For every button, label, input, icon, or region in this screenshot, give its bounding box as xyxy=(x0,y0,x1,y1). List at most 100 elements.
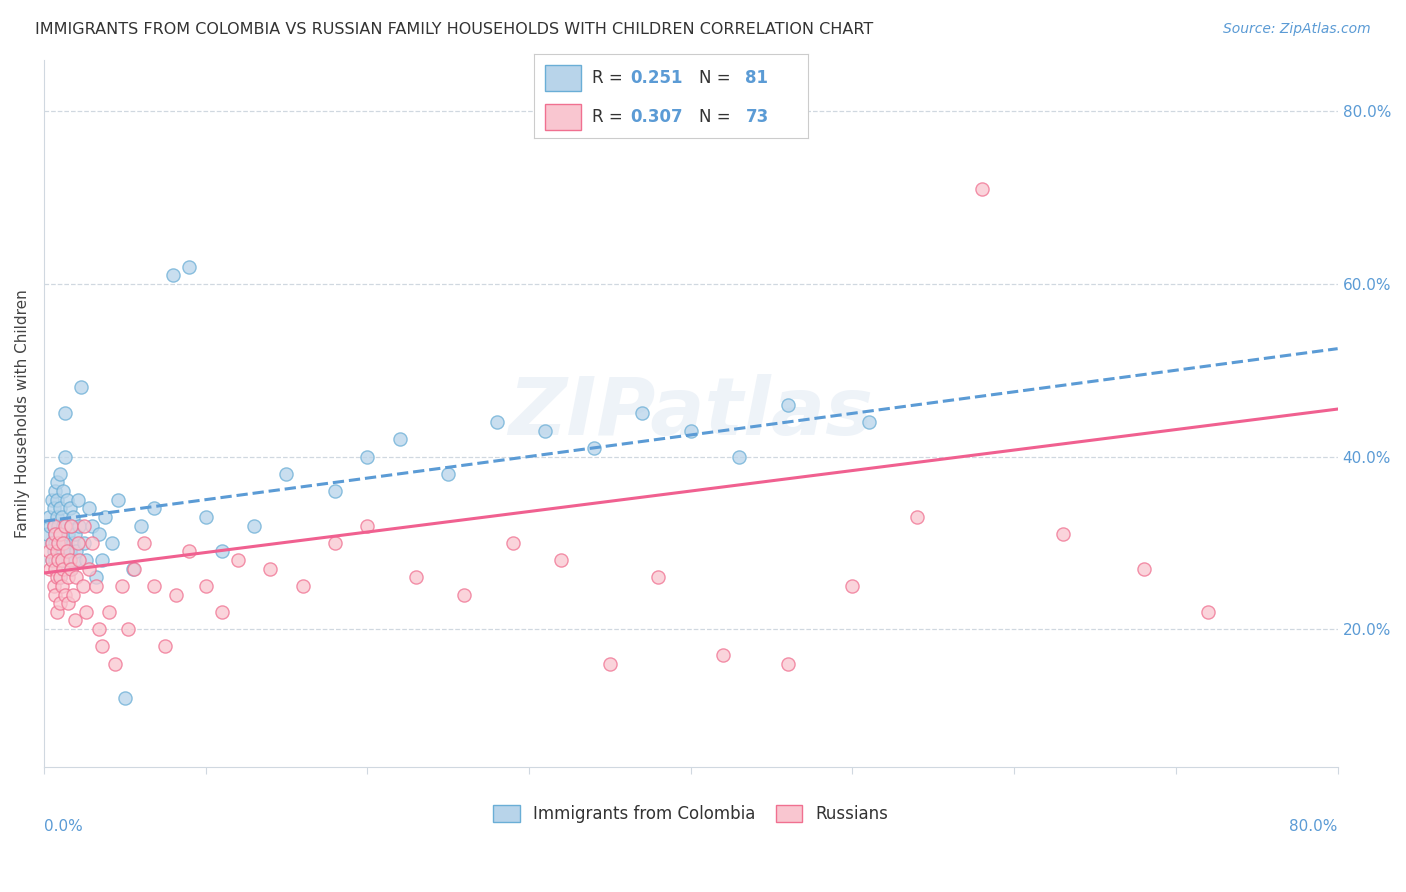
Point xyxy=(243,518,266,533)
Point xyxy=(49,544,72,558)
Point xyxy=(51,553,73,567)
Text: 80.0%: 80.0% xyxy=(1289,819,1337,834)
Point xyxy=(48,562,70,576)
Point xyxy=(104,657,127,671)
Point xyxy=(94,510,117,524)
Point xyxy=(52,562,75,576)
Text: IMMIGRANTS FROM COLOMBIA VS RUSSIAN FAMILY HOUSEHOLDS WITH CHILDREN CORRELATION : IMMIGRANTS FROM COLOMBIA VS RUSSIAN FAMI… xyxy=(35,22,873,37)
Point xyxy=(69,553,91,567)
Point xyxy=(41,553,63,567)
Point xyxy=(121,562,143,576)
Point xyxy=(63,614,86,628)
Point xyxy=(63,527,86,541)
Point xyxy=(52,536,75,550)
Point xyxy=(49,570,72,584)
Point xyxy=(179,544,201,558)
Point xyxy=(56,527,79,541)
Y-axis label: Family Households with Children: Family Households with Children xyxy=(15,289,30,538)
Point xyxy=(44,536,66,550)
Point xyxy=(44,527,66,541)
Point xyxy=(77,562,100,576)
Point xyxy=(62,588,84,602)
Point xyxy=(323,536,346,550)
Point xyxy=(37,527,59,541)
Point xyxy=(48,518,70,533)
Point xyxy=(87,527,110,541)
Point xyxy=(211,605,233,619)
Bar xyxy=(546,65,581,91)
Point xyxy=(142,501,165,516)
Point xyxy=(48,536,70,550)
Point xyxy=(72,579,94,593)
Point xyxy=(91,640,114,654)
Point xyxy=(75,553,97,567)
Point xyxy=(55,536,77,550)
Point xyxy=(51,510,73,524)
Point xyxy=(70,380,93,394)
Point xyxy=(194,510,217,524)
Point xyxy=(82,518,104,533)
Point xyxy=(858,415,880,429)
Point xyxy=(970,182,993,196)
Point xyxy=(485,415,508,429)
Point xyxy=(55,544,77,558)
Point xyxy=(129,518,152,533)
Point xyxy=(631,406,654,420)
Point xyxy=(647,570,669,584)
Point xyxy=(52,544,75,558)
Point xyxy=(107,492,129,507)
Point xyxy=(51,553,73,567)
Point xyxy=(276,467,298,481)
Point xyxy=(48,536,70,550)
Point xyxy=(453,588,475,602)
Point xyxy=(42,544,65,558)
Point xyxy=(776,657,799,671)
Point xyxy=(259,562,281,576)
Point xyxy=(226,553,249,567)
Point xyxy=(599,657,621,671)
Point xyxy=(38,510,60,524)
Point xyxy=(44,553,66,567)
Point xyxy=(1132,562,1154,576)
Point xyxy=(728,450,751,464)
Point xyxy=(142,579,165,593)
Point xyxy=(73,518,96,533)
Text: ZIPatlas: ZIPatlas xyxy=(508,375,873,452)
Point xyxy=(60,562,83,576)
Point xyxy=(60,562,83,576)
Point xyxy=(66,536,89,550)
Point xyxy=(388,432,411,446)
Point xyxy=(65,544,87,558)
Point xyxy=(534,424,557,438)
Legend: Immigrants from Colombia, Russians: Immigrants from Colombia, Russians xyxy=(486,798,896,830)
Point xyxy=(437,467,460,481)
Point xyxy=(84,570,107,584)
Text: 0.251: 0.251 xyxy=(630,69,683,87)
Point xyxy=(44,562,66,576)
Point xyxy=(44,527,66,541)
Point xyxy=(153,640,176,654)
Point xyxy=(42,518,65,533)
Point xyxy=(82,536,104,550)
Point xyxy=(41,553,63,567)
Point xyxy=(49,596,72,610)
Point xyxy=(66,492,89,507)
Text: N =: N = xyxy=(699,69,735,87)
Point xyxy=(97,605,120,619)
Point xyxy=(53,450,76,464)
Point xyxy=(39,562,62,576)
Point xyxy=(841,579,863,593)
Point xyxy=(42,579,65,593)
Point xyxy=(117,622,139,636)
Text: R =: R = xyxy=(592,69,628,87)
Point xyxy=(52,483,75,498)
Point xyxy=(48,553,70,567)
Point xyxy=(62,536,84,550)
Point xyxy=(41,536,63,550)
Point xyxy=(56,553,79,567)
Point xyxy=(51,536,73,550)
Point xyxy=(49,527,72,541)
Point xyxy=(39,518,62,533)
Point xyxy=(53,518,76,533)
Point xyxy=(110,579,132,593)
